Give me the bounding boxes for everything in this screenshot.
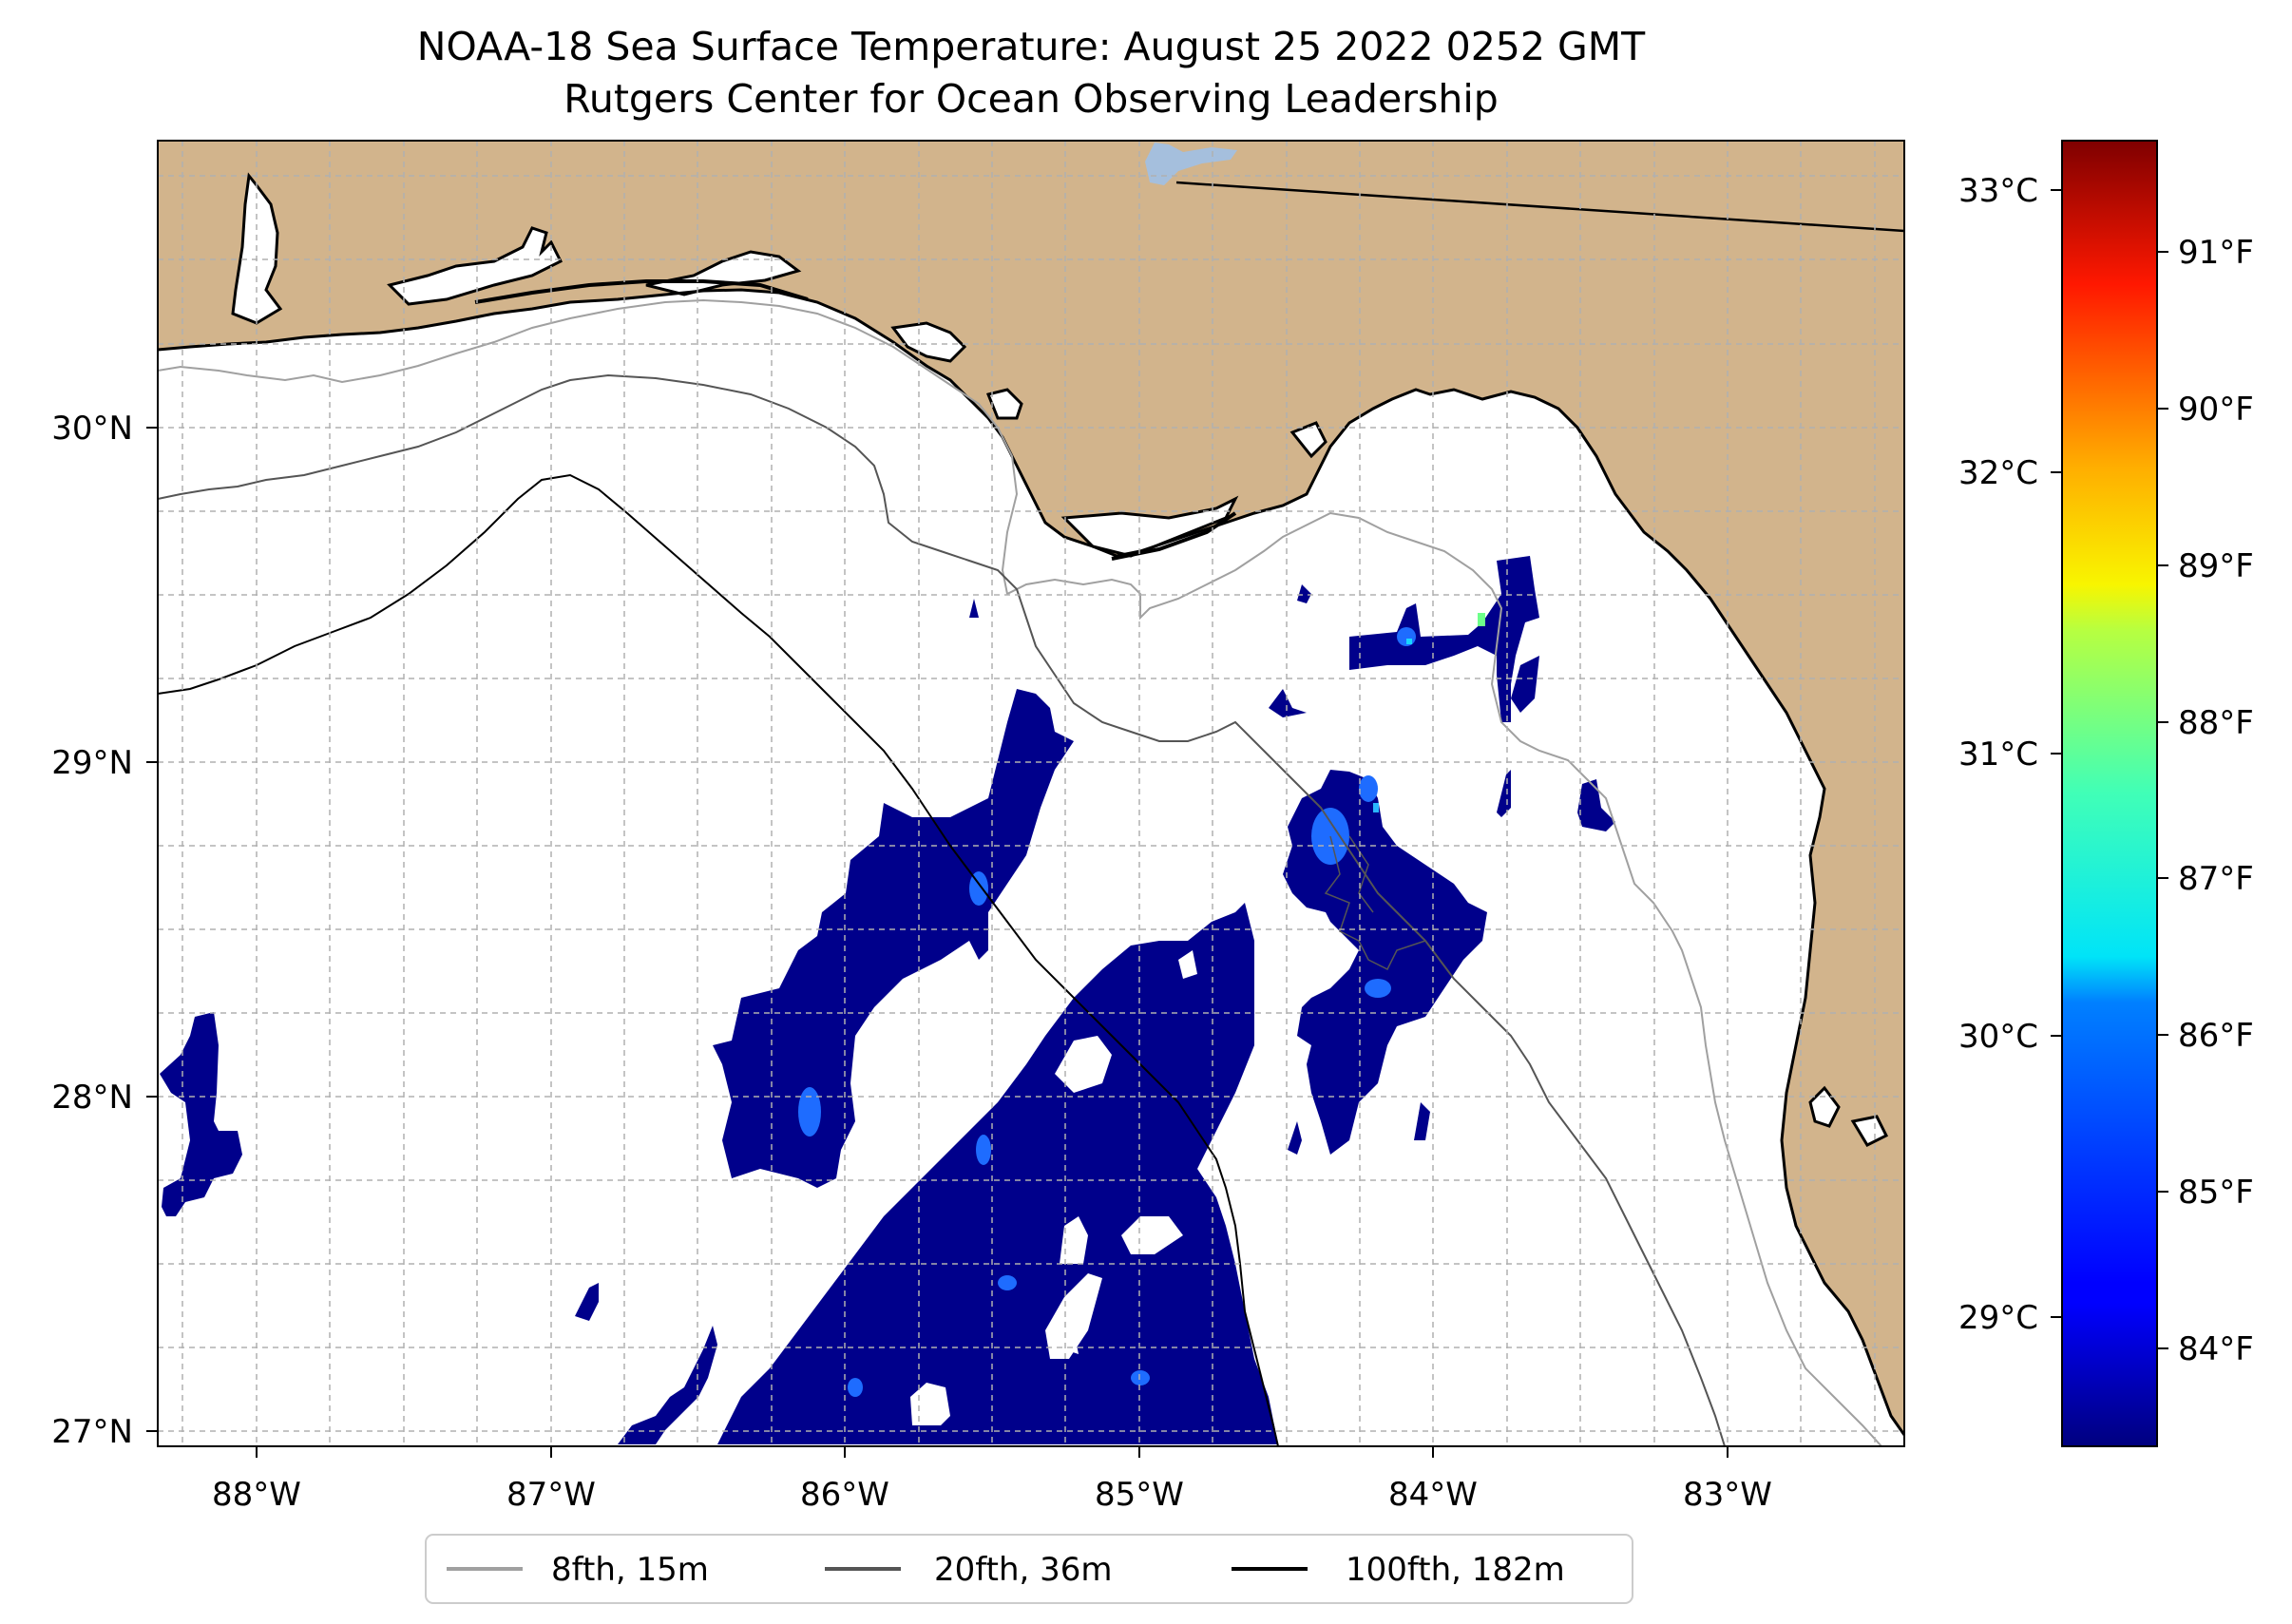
colorbar-fahrenheit-ticks	[2157, 251, 2168, 1349]
axis-ticks	[146, 427, 1729, 1458]
lon-tick-label: 84°W	[1388, 1476, 1478, 1514]
bays	[231, 172, 1889, 1147]
isobath-detail	[1324, 835, 1426, 971]
legend: 8fth, 15m 20fth, 36m 100fth, 182m	[425, 1534, 1633, 1604]
legend-label: 8fth, 15m	[551, 1551, 709, 1589]
gridlines	[158, 141, 1904, 1446]
map-frame	[157, 140, 1905, 1447]
colorbar-gradient	[2061, 140, 2158, 1447]
title-line-2: Rutgers Center for Ocean Observing Leade…	[563, 76, 1499, 122]
lat-tick-label: 27°N	[51, 1413, 133, 1451]
fahrenheit-tick-label: 87°F	[2178, 860, 2254, 898]
lon-tick-label: 85°W	[1095, 1476, 1184, 1514]
colorbar: 33°C 32°C 31°C 30°C 29°C 91°F 90°F 89°F …	[1958, 140, 2254, 1447]
celsius-tick-label: 31°C	[1958, 736, 2038, 774]
lon-tick-label: 86°W	[800, 1476, 889, 1514]
x-tick-labels: 88°W 87°W 86°W 85°W 84°W 83°W	[212, 1476, 1772, 1514]
title-line-1: NOAA-18 Sea Surface Temperature: August …	[417, 24, 1646, 69]
lon-tick-label: 87°W	[506, 1476, 596, 1514]
isobath-20fth	[158, 373, 1726, 1446]
sst-hot-speckles	[1373, 613, 1485, 812]
sst-gaps	[910, 950, 1197, 1425]
celsius-tick-label: 33°C	[1958, 172, 2038, 210]
fahrenheit-tick-label: 88°F	[2178, 704, 2254, 742]
isobath-8fth	[158, 298, 1882, 1446]
sst-warm-speckles	[798, 627, 1416, 1397]
legend-label: 100fth, 182m	[1346, 1551, 1565, 1589]
fahrenheit-tick-label: 85°F	[2178, 1174, 2254, 1212]
coast-island	[1111, 511, 1237, 561]
lat-tick-label: 28°N	[51, 1079, 133, 1117]
land-mass	[158, 141, 1904, 1435]
legend-label: 20fth, 36m	[934, 1551, 1113, 1589]
lake	[1145, 143, 1237, 185]
fahrenheit-tick-label: 84°F	[2178, 1330, 2254, 1368]
fahrenheit-tick-label: 90°F	[2178, 391, 2254, 429]
fahrenheit-tick-label: 86°F	[2178, 1017, 2254, 1055]
isobath-100fth	[158, 473, 1279, 1446]
fahrenheit-tick-label: 89°F	[2178, 547, 2254, 585]
legend-box	[425, 1534, 1633, 1604]
state-boundary	[1175, 181, 1904, 233]
lon-tick-label: 83°W	[1683, 1476, 1772, 1514]
map-panel	[158, 141, 1904, 1446]
sst-patches	[160, 556, 1615, 1444]
y-tick-labels: 30°N 29°N 28°N 27°N	[51, 410, 133, 1451]
celsius-tick-label: 32°C	[1958, 454, 2038, 492]
celsius-tick-label: 29°C	[1958, 1299, 2038, 1337]
colorbar-celsius-ticks	[2051, 189, 2062, 1318]
coast-island	[474, 279, 809, 304]
coastline	[158, 288, 1904, 1436]
celsius-tick-label: 30°C	[1958, 1018, 2038, 1056]
lon-tick-label: 88°W	[212, 1476, 301, 1514]
lat-tick-label: 29°N	[51, 744, 133, 782]
fahrenheit-tick-label: 91°F	[2178, 234, 2254, 272]
lat-tick-label: 30°N	[51, 410, 133, 448]
